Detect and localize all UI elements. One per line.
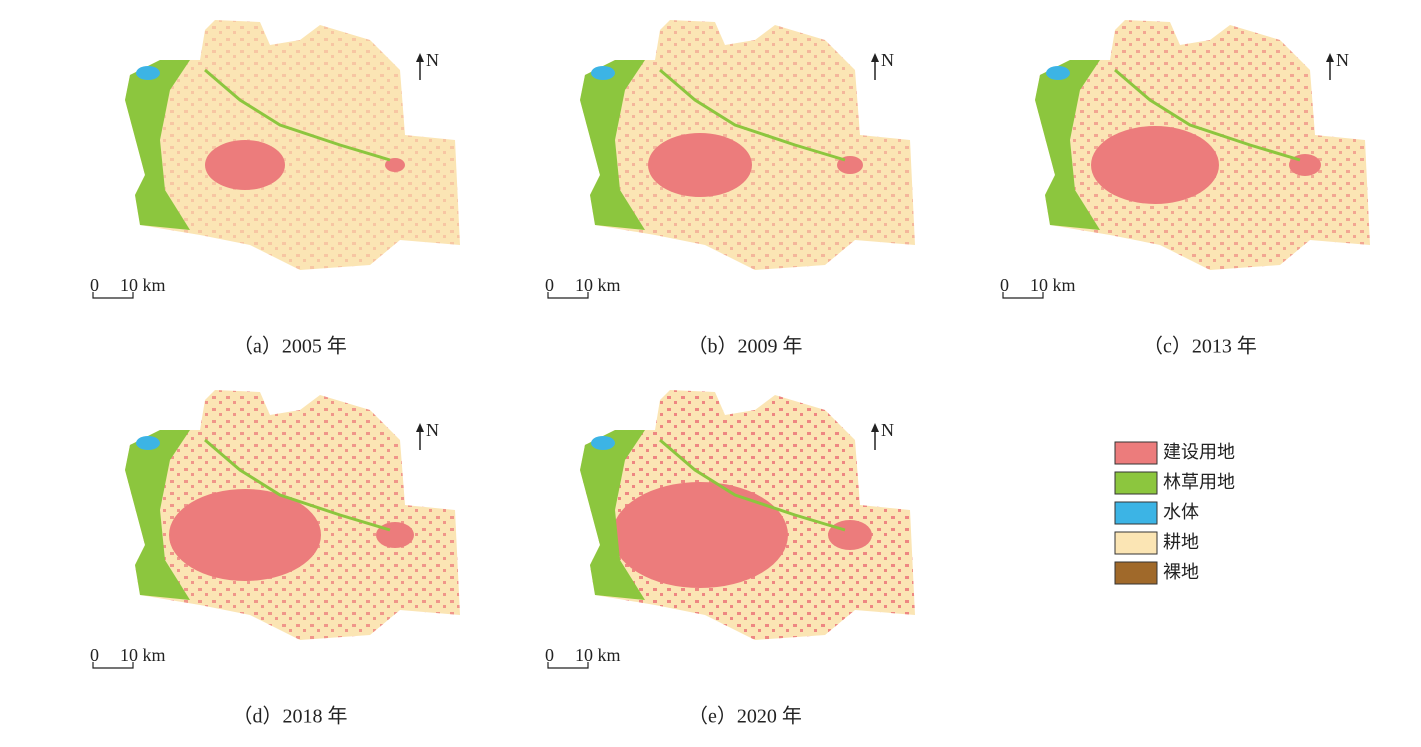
- map-panel: N 0 10 km （d）2018 年: [90, 390, 460, 728]
- north-label: N: [881, 420, 894, 440]
- scale-end: 10 km: [120, 275, 166, 295]
- scale-bar: [92, 662, 134, 669]
- legend-label: 耕地: [1163, 532, 1199, 552]
- panel-caption: （a）2005 年: [233, 335, 347, 358]
- legend-swatch: [1114, 501, 1158, 525]
- land-water: [136, 66, 160, 80]
- map-panel: N 0 10 km （a）2005 年: [90, 20, 460, 358]
- legend-swatch: [1114, 531, 1158, 555]
- scale-start: 0: [90, 645, 99, 665]
- land-town: [828, 520, 872, 550]
- north-arrow-head: [871, 53, 879, 62]
- legend-swatch: [1114, 561, 1158, 585]
- land-town: [385, 158, 405, 172]
- land-water: [591, 436, 615, 450]
- land-river: [204, 438, 391, 532]
- land-river: [1114, 68, 1301, 162]
- scale-end: 10 km: [575, 275, 621, 295]
- land-water: [1046, 66, 1070, 80]
- north-label: N: [881, 50, 894, 70]
- legend-label: 裸地: [1163, 562, 1199, 582]
- north-label: N: [426, 420, 439, 440]
- map-panel: N 0 10 km （c）2013 年: [1000, 20, 1370, 358]
- land-built-texture: [125, 20, 460, 270]
- land-forest: [580, 430, 645, 600]
- land-water: [136, 436, 160, 450]
- north-arrow-head: [871, 423, 879, 432]
- land-town: [376, 522, 414, 548]
- scale-bar: [547, 292, 589, 299]
- north-label: N: [426, 50, 439, 70]
- north-arrow-head: [1326, 53, 1334, 62]
- map-panel: N 0 10 km （e）2020 年: [545, 390, 915, 728]
- legend-label: 水体: [1163, 502, 1199, 522]
- panel-caption: （b）2009 年: [688, 335, 803, 358]
- panel-caption: （e）2020 年: [688, 705, 802, 728]
- land-forest: [580, 60, 645, 230]
- legend-swatch: [1114, 471, 1158, 495]
- land-forest: [125, 430, 190, 600]
- land-urban: [612, 482, 788, 588]
- legend-label: 建设用地: [1163, 442, 1235, 462]
- legend-label: 林草用地: [1163, 472, 1235, 492]
- land-urban: [169, 489, 321, 581]
- land-built-texture: [580, 20, 915, 270]
- land-forest: [125, 60, 190, 230]
- scale-bar: [92, 292, 134, 299]
- legend-swatch: [1114, 441, 1158, 465]
- scale-end: 10 km: [575, 645, 621, 665]
- land-river: [204, 68, 391, 162]
- panel-caption: （c）2013 年: [1143, 335, 1257, 358]
- scale-end: 10 km: [1030, 275, 1076, 295]
- scale-start: 0: [545, 275, 554, 295]
- land-urban: [648, 133, 752, 197]
- scale-bar: [1002, 292, 1044, 299]
- map-panel: N 0 10 km （b）2009 年: [545, 20, 915, 358]
- land-water: [591, 66, 615, 80]
- north-arrow-head: [416, 423, 424, 432]
- land-urban: [1091, 126, 1219, 204]
- scale-start: 0: [90, 275, 99, 295]
- land-urban: [205, 140, 285, 190]
- north-arrow-head: [416, 53, 424, 62]
- land-forest: [1035, 60, 1100, 230]
- north-label: N: [1336, 50, 1349, 70]
- scale-start: 0: [545, 645, 554, 665]
- panel-caption: （d）2018 年: [233, 705, 348, 728]
- land-river: [659, 68, 846, 162]
- scale-start: 0: [1000, 275, 1009, 295]
- scale-end: 10 km: [120, 645, 166, 665]
- scale-bar: [547, 662, 589, 669]
- land-river: [659, 438, 846, 532]
